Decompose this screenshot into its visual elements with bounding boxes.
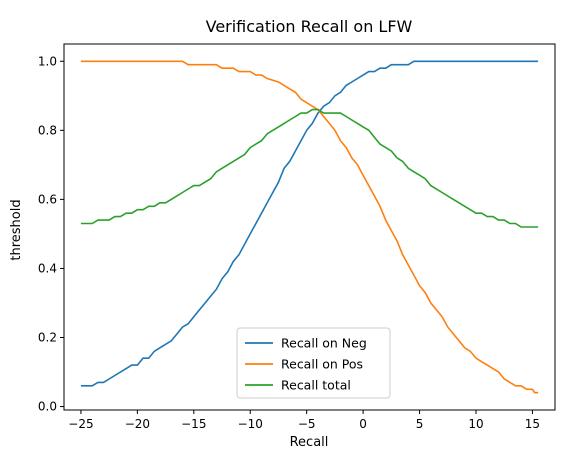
plot-area xyxy=(63,43,556,411)
x-tick-label: 5 xyxy=(416,417,424,431)
x-axis: −25 −20 −15 −10 −5 0 5 10 15 xyxy=(68,410,540,431)
y-tick-label: 0.4 xyxy=(38,261,57,275)
y-tick-label: 1.0 xyxy=(38,54,57,68)
legend-label-2: Recall on Pos xyxy=(281,357,363,372)
legend-label-1: Recall on Neg xyxy=(281,336,367,351)
x-tick-label: −10 xyxy=(238,417,263,431)
x-tick-label: −5 xyxy=(298,417,316,431)
x-axis-label: Recall xyxy=(290,435,329,450)
y-axis: 0.0 0.2 0.4 0.6 0.8 1.0 xyxy=(38,54,64,414)
x-tick-label: 10 xyxy=(468,417,483,431)
y-tick-label: 0.8 xyxy=(38,123,57,137)
x-tick-label: 15 xyxy=(525,417,540,431)
y-tick-label: 0.2 xyxy=(38,330,57,344)
y-tick-label: 0.0 xyxy=(38,400,57,414)
chart-title: Verification Recall on LFW xyxy=(206,17,413,36)
legend-label-3: Recall total xyxy=(281,378,351,393)
series-line-3 xyxy=(80,108,539,228)
legend: Recall on Neg Recall on Pos Recall total xyxy=(236,327,391,399)
x-tick-label: −25 xyxy=(68,417,93,431)
series-line-2 xyxy=(80,60,539,394)
y-axis-label: threshold xyxy=(9,199,24,260)
x-tick-label: 0 xyxy=(359,417,367,431)
x-tick-label: −20 xyxy=(125,417,150,431)
legend-box xyxy=(236,327,391,399)
axes-frame xyxy=(63,43,556,411)
x-tick-label: −15 xyxy=(181,417,206,431)
y-tick-label: 0.6 xyxy=(38,192,57,206)
series-line-1 xyxy=(80,60,539,387)
